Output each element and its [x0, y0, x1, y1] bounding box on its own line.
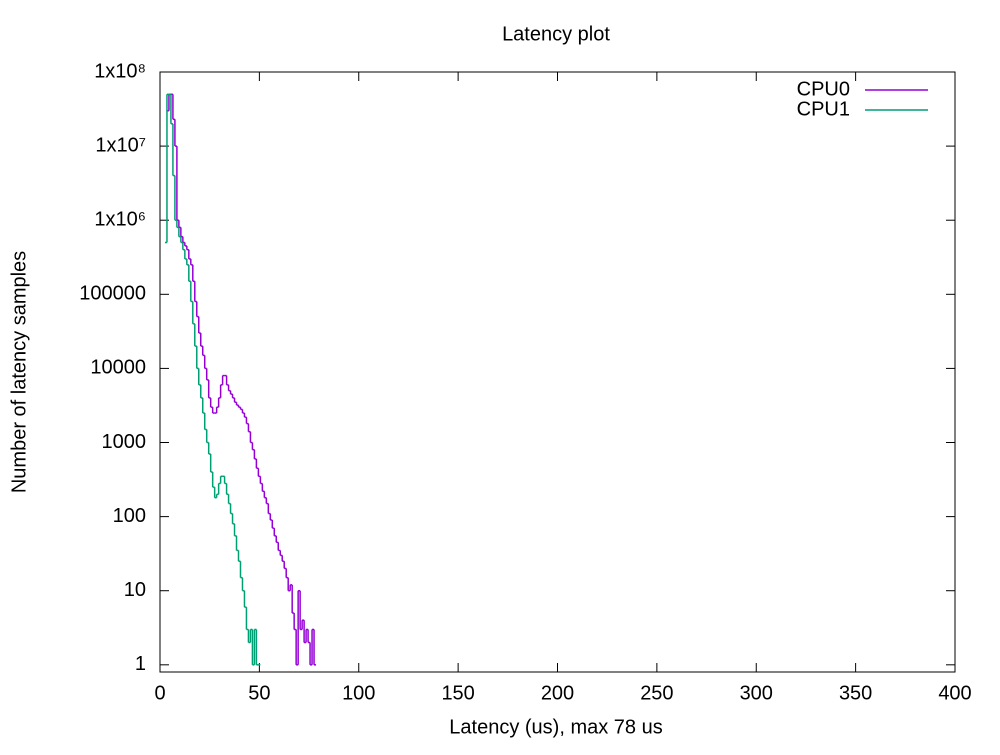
x-tick-label: 400	[938, 682, 971, 704]
x-tick-label: 350	[839, 682, 872, 704]
x-axis-label: Latency (us), max 78 us	[449, 716, 662, 738]
x-tick-label: 300	[740, 682, 773, 704]
y-axis-label: Number of latency samples	[8, 251, 30, 493]
plot-border	[159, 71, 956, 673]
y-tick-label: 10000	[90, 357, 146, 379]
y-tick-label: 1x10⁸	[94, 60, 146, 82]
legend-label: CPU0	[797, 78, 850, 100]
x-tick-label: 150	[441, 682, 474, 704]
y-tick-label: 1	[135, 653, 146, 675]
y-tick-label: 1000	[102, 431, 147, 453]
x-tick-label: 200	[541, 682, 574, 704]
x-tick-label: 100	[342, 682, 375, 704]
y-tick-label: 100	[113, 505, 146, 527]
legend-label: CPU1	[797, 98, 850, 120]
y-tick-label: 10	[124, 579, 146, 601]
y-tick-label: 1x10⁷	[95, 134, 146, 156]
x-tick-label: 0	[154, 682, 165, 704]
x-tick-label: 250	[640, 682, 673, 704]
y-tick-label: 100000	[79, 283, 146, 305]
x-tick-label: 50	[248, 682, 270, 704]
y-tick-label: 1x10⁶	[94, 208, 146, 230]
chart-title: Latency plot	[502, 23, 610, 45]
